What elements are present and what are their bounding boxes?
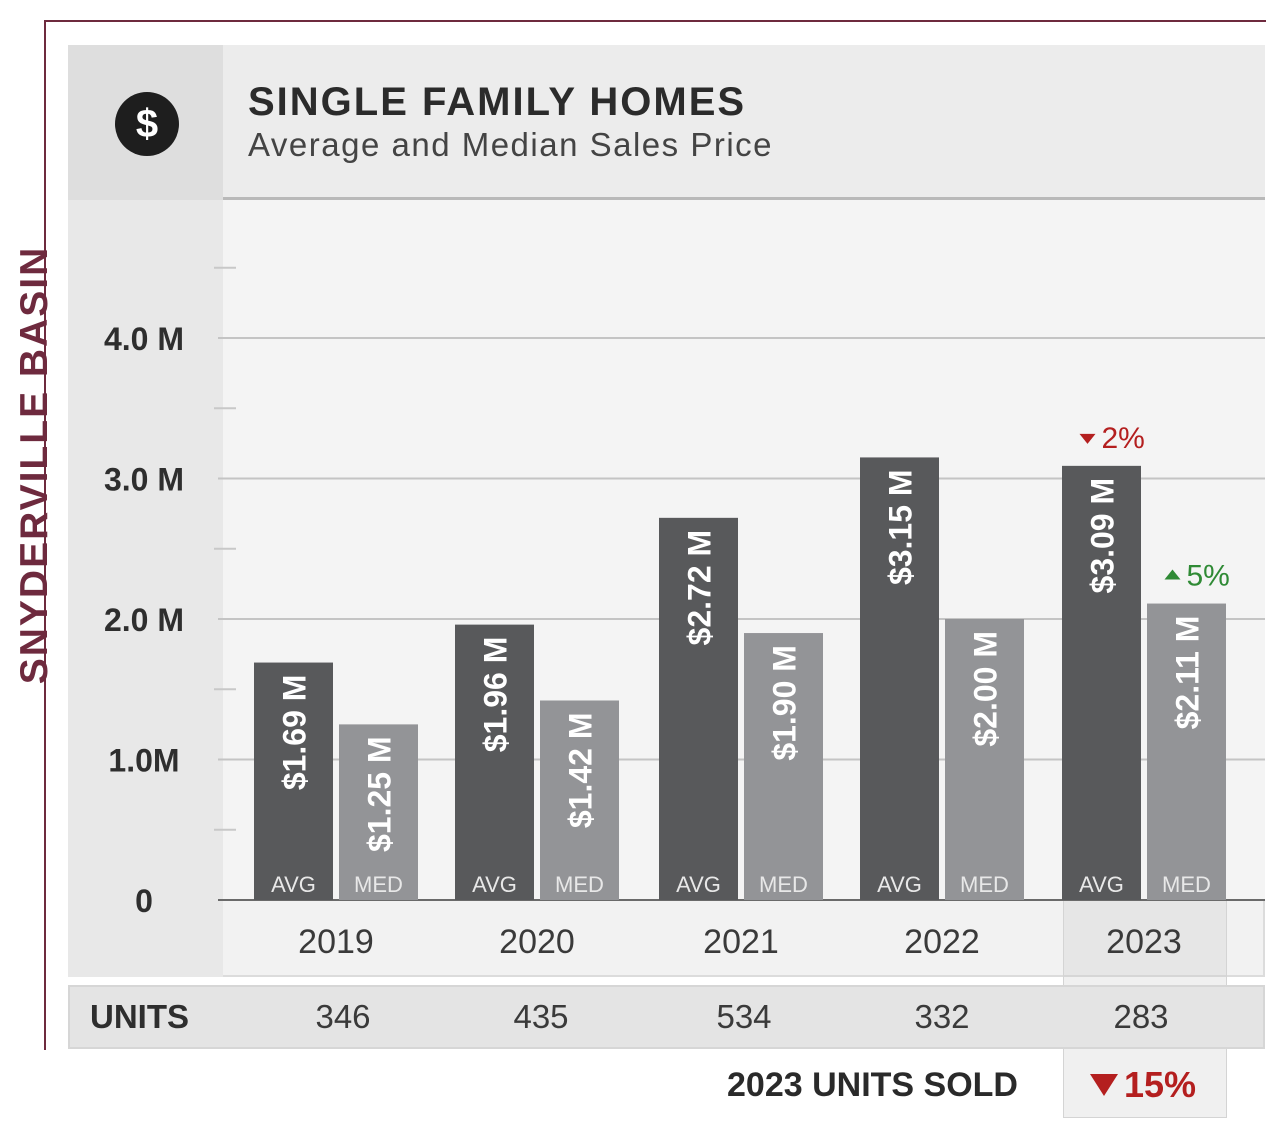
bar-value-label: $2.11 M bbox=[1170, 616, 1206, 730]
x-category-label: 2022 bbox=[904, 923, 980, 961]
y-tick-label: 2.0 M bbox=[104, 602, 184, 638]
bar-value-label: $1.42 M bbox=[563, 712, 599, 828]
bar-series-tag: AVG bbox=[472, 872, 517, 897]
bar-value-label: $1.90 M bbox=[767, 645, 803, 761]
down-triangle-icon bbox=[1079, 433, 1096, 444]
x-category-label: 2019 bbox=[298, 923, 374, 961]
bar-value-label: $1.25 M bbox=[362, 736, 398, 852]
units-label: UNITS bbox=[90, 998, 189, 1035]
change-annotation: 5% bbox=[1187, 560, 1230, 593]
frame-left-border bbox=[44, 20, 46, 1050]
bar-med-2021 bbox=[744, 633, 823, 900]
y-tick-label: 4.0 M bbox=[104, 321, 184, 357]
bar-value-label: $2.00 M bbox=[968, 631, 1004, 747]
bar-series-tag: AVG bbox=[271, 872, 316, 897]
bar-value-label: $1.96 M bbox=[478, 637, 514, 753]
units-sold-change: 15% bbox=[1090, 1064, 1196, 1106]
y-tick-label: 3.0 M bbox=[104, 462, 184, 498]
y-axis-column bbox=[68, 200, 223, 977]
units-sold-change-value: 15% bbox=[1124, 1064, 1197, 1105]
bar-med-2020 bbox=[540, 700, 619, 900]
units-row bbox=[68, 985, 1265, 1049]
bar-avg-2021 bbox=[659, 517, 738, 900]
bar-value-label: $3.15 M bbox=[883, 469, 919, 585]
dollar-icon: $ bbox=[115, 92, 179, 156]
units-value-2023: 283 bbox=[1113, 998, 1169, 1035]
frame-top-border bbox=[44, 20, 1266, 22]
up-triangle-icon bbox=[1164, 569, 1181, 580]
bar-med-2023 bbox=[1147, 603, 1226, 900]
bar-med-2022 bbox=[945, 619, 1024, 900]
bar-series-tag: MED bbox=[960, 872, 1009, 897]
bar-series-tag: AVG bbox=[1079, 872, 1124, 897]
bar-avg-2022 bbox=[860, 457, 939, 900]
down-triangle-icon bbox=[1090, 1074, 1118, 1096]
units-value-2019: 346 bbox=[315, 998, 371, 1035]
units-value-2021: 534 bbox=[716, 998, 772, 1035]
bar-med-2019 bbox=[339, 724, 418, 900]
units-value-2020: 435 bbox=[513, 998, 569, 1035]
y-tick-label: 1.0M bbox=[108, 743, 179, 779]
x-category-label: 2021 bbox=[703, 923, 779, 961]
x-category-label: 2023 bbox=[1106, 923, 1182, 961]
bar-avg-2023 bbox=[1062, 465, 1141, 900]
bar-series-tag: MED bbox=[354, 872, 403, 897]
chart-header bbox=[68, 45, 1265, 200]
bar-series-tag: MED bbox=[759, 872, 808, 897]
bar-avg-2019 bbox=[254, 662, 333, 900]
dollar-glyph: $ bbox=[136, 102, 158, 146]
change-annotation: 2% bbox=[1102, 422, 1145, 455]
x-category-label: 2020 bbox=[499, 923, 575, 961]
bar-value-label: $1.69 M bbox=[277, 675, 313, 791]
units-sold-label: 2023 UNITS SOLD bbox=[727, 1066, 1018, 1104]
bar-series-tag: MED bbox=[555, 872, 604, 897]
chart-subtitle: Average and Median Sales Price bbox=[248, 126, 774, 163]
bar-value-label: $3.09 M bbox=[1085, 478, 1121, 594]
y-tick-label: 0 bbox=[135, 883, 153, 919]
chart-title: SINGLE FAMILY HOMES bbox=[248, 80, 747, 124]
bar-series-tag: AVG bbox=[676, 872, 721, 897]
bar-series-tag: AVG bbox=[877, 872, 922, 897]
bar-avg-2020 bbox=[455, 624, 534, 900]
bar-series-tag: MED bbox=[1162, 872, 1211, 897]
bar-value-label: $2.72 M bbox=[682, 530, 718, 646]
units-value-2022: 332 bbox=[914, 998, 970, 1035]
